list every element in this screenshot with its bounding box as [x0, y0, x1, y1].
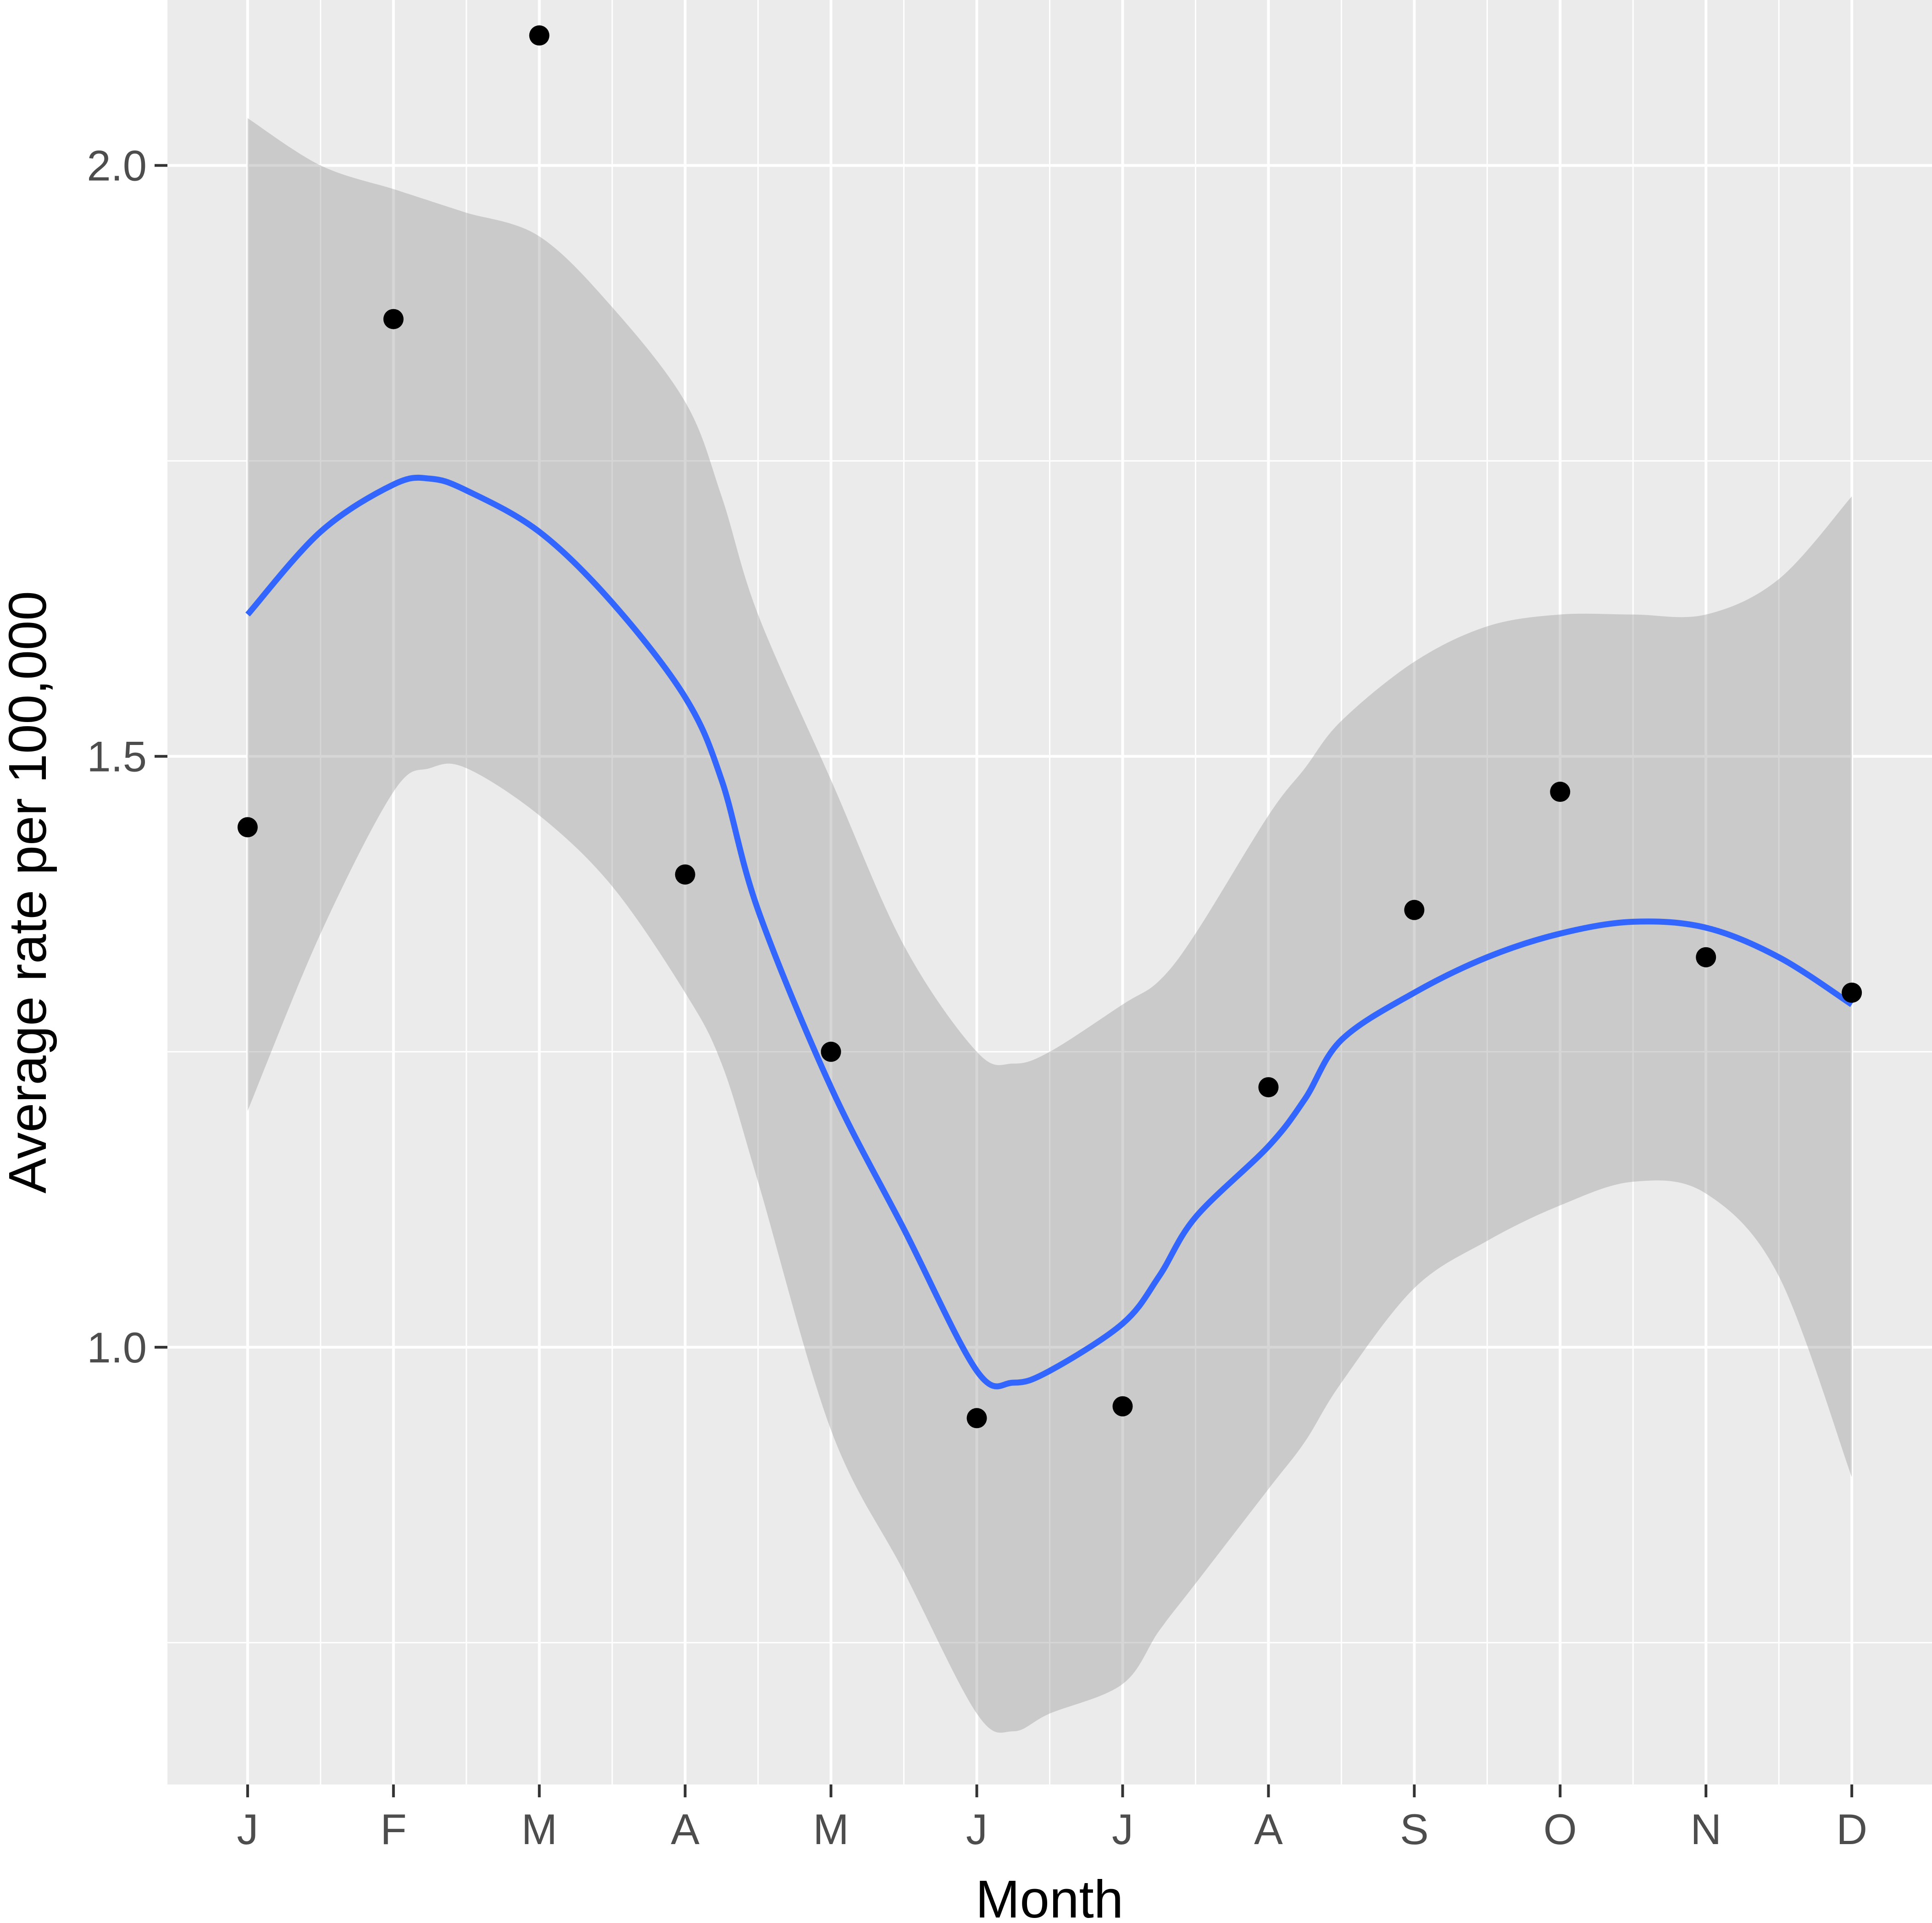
- y-tick-labels: 1.0 1.5 2.0: [87, 142, 147, 1372]
- x-tick-label: M: [813, 1805, 849, 1853]
- data-point: [1258, 1077, 1279, 1098]
- data-point: [529, 25, 550, 46]
- data-point: [966, 1408, 987, 1428]
- x-tick-label: J: [966, 1805, 988, 1853]
- smooth-line-layer: [245, 474, 1854, 1389]
- x-tick-label: F: [380, 1805, 406, 1853]
- x-tick-label: A: [1254, 1805, 1283, 1853]
- confidence-band-layer: [247, 118, 1852, 1733]
- data-points: [237, 25, 1862, 1428]
- x-axis-title: Month: [976, 1869, 1123, 1923]
- x-tick-label: A: [671, 1805, 700, 1853]
- y-tick-label: 1.0: [87, 1323, 147, 1372]
- x-tick-label: S: [1400, 1805, 1429, 1853]
- minor-gridlines: [167, 0, 1932, 1784]
- data-point: [1550, 782, 1571, 802]
- x-tick-label: J: [237, 1805, 258, 1853]
- data-point: [675, 864, 695, 885]
- x-tick-label: M: [522, 1805, 557, 1853]
- x-tick-label: J: [1112, 1805, 1133, 1853]
- x-tick-label: N: [1690, 1805, 1721, 1853]
- data-point: [383, 309, 404, 329]
- data-point: [1112, 1396, 1133, 1417]
- data-point: [1696, 947, 1716, 967]
- y-axis-title: Average rate per 100,000: [0, 591, 57, 1194]
- smooth-trend-line: [245, 474, 1854, 1389]
- major-gridlines: [167, 0, 1932, 1784]
- data-point: [1404, 900, 1425, 920]
- data-point: [237, 817, 258, 838]
- y-tick-label: 1.5: [87, 733, 147, 781]
- data-point: [821, 1041, 841, 1062]
- x-tick-label: D: [1836, 1805, 1867, 1853]
- confidence-band: [247, 118, 1852, 1733]
- y-tick-label: 2.0: [87, 142, 147, 190]
- axis-ticks: [155, 164, 1854, 1797]
- x-tick-label: O: [1543, 1805, 1577, 1853]
- data-point: [1842, 982, 1862, 1003]
